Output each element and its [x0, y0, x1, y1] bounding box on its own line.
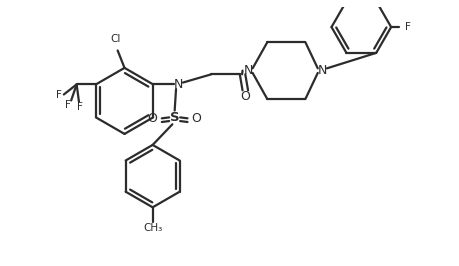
Text: N: N	[174, 78, 183, 91]
Text: Cl: Cl	[110, 35, 120, 44]
Text: O: O	[191, 112, 201, 125]
Text: F: F	[404, 22, 410, 32]
Text: N: N	[243, 64, 252, 77]
Text: N: N	[317, 64, 326, 77]
Text: F: F	[64, 100, 70, 110]
Text: CH₃: CH₃	[143, 223, 162, 233]
Text: O: O	[147, 112, 157, 125]
Text: F: F	[56, 90, 62, 100]
Text: F: F	[77, 102, 83, 112]
Text: O: O	[240, 90, 250, 103]
Text: S: S	[169, 111, 179, 124]
